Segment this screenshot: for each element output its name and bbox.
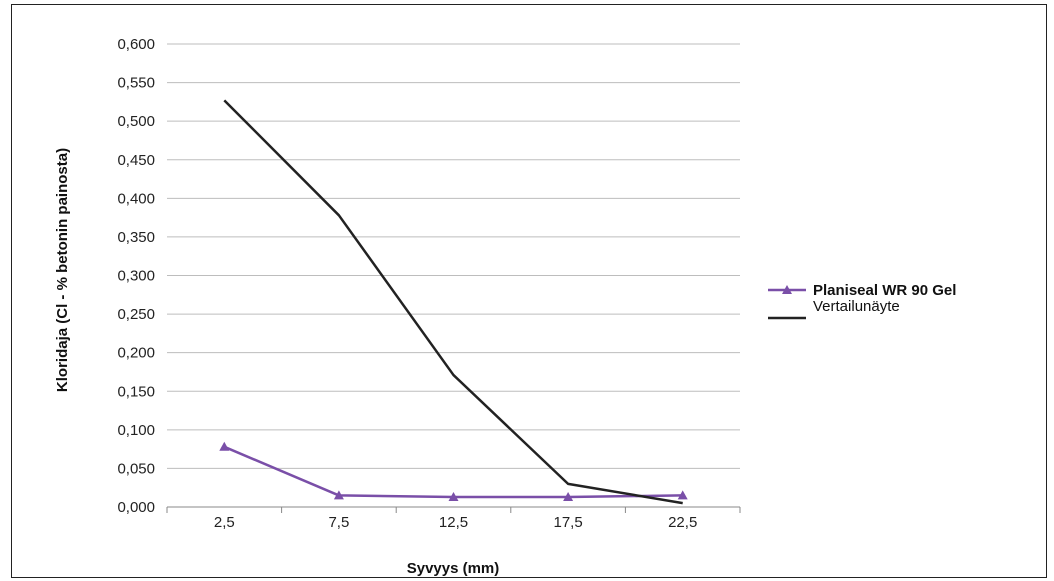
y-tick-label: 0,400 (117, 190, 155, 207)
chart-frame (11, 4, 1047, 578)
y-tick-label: 0,500 (117, 113, 155, 130)
y-tick-label: 0,050 (117, 460, 155, 477)
data-point (677, 490, 688, 500)
x-tick-label: 17,5 (553, 514, 582, 531)
x-tick-label: 12,5 (439, 514, 468, 531)
data-point (448, 491, 459, 501)
series-layer (219, 99, 688, 505)
data-point (563, 491, 574, 501)
x-tick-label: 2,5 (214, 514, 235, 531)
x-tick-label: 7,5 (328, 514, 349, 531)
x-tick-label: 22,5 (668, 514, 697, 531)
y-tick-label: 0,000 (117, 499, 155, 516)
y-tick-label: 0,100 (117, 422, 155, 439)
series-line-2 (223, 99, 683, 505)
series-line-1 (223, 445, 683, 499)
y-axis-title: Kloridaja (Cl - % betonin painosta) (54, 148, 71, 392)
y-tick-label: 0,600 (117, 36, 155, 53)
y-tick-label: 0,550 (117, 75, 155, 92)
y-tick-label: 0,200 (117, 345, 155, 362)
y-tick-label: 0,250 (117, 306, 155, 323)
y-tick-label: 0,450 (117, 152, 155, 169)
gridlines (166, 43, 741, 513)
y-tick-labels: 0,000 0,050 0,100 0,150 0,200 0,250 0,300 0,350… (117, 36, 155, 516)
legend-label: Planiseal WR 90 Gel (813, 282, 956, 299)
x-axis-title: Syvyys (mm) (407, 560, 500, 577)
y-tick-label: 0,300 (117, 268, 155, 285)
legend-marker (782, 285, 792, 294)
legend-label: Vertailunäyte (813, 298, 900, 315)
y-tick-label: 0,150 (117, 383, 155, 400)
data-point (219, 441, 230, 451)
x-tick-labels: 2,5 7,5 12,5 17,5 22,5 (214, 514, 697, 531)
data-point (333, 490, 344, 500)
y-tick-label: 0,350 (117, 229, 155, 246)
